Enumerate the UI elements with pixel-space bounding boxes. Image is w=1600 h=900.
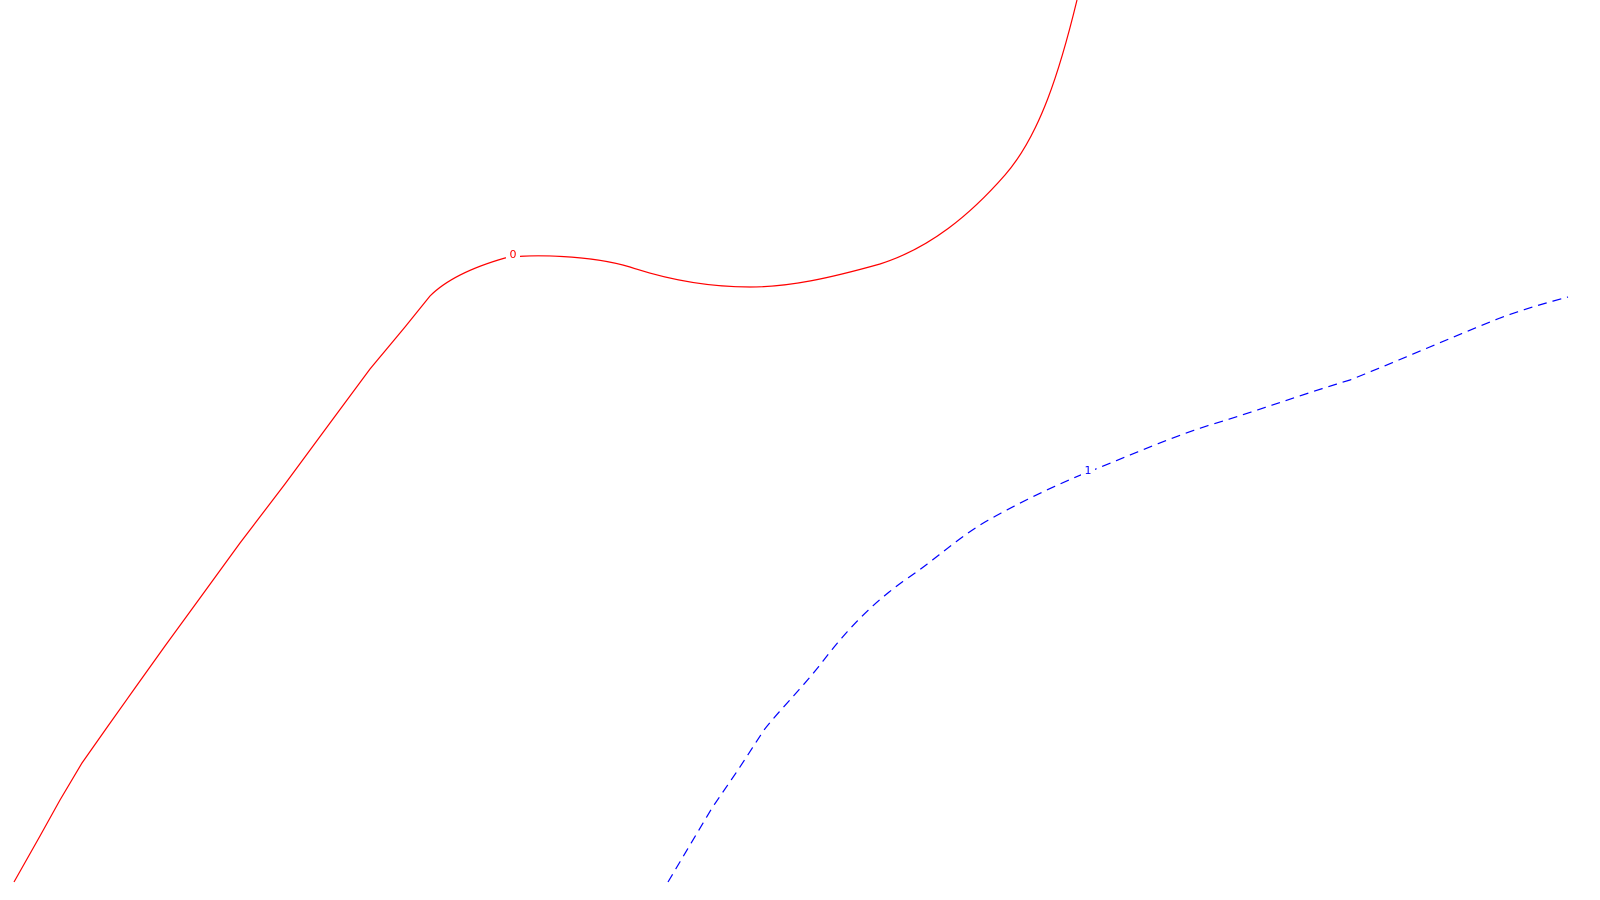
contour-path-0 — [13, 0, 1078, 883]
contour-path-1 — [667, 296, 1569, 883]
contour-label-bg-1 — [1081, 464, 1095, 477]
contour-label-1: 1 — [1085, 464, 1092, 477]
contour-line-1: 1 — [667, 296, 1569, 883]
contour-label-bg-0 — [506, 248, 520, 261]
contour-label-0: 0 — [510, 248, 517, 261]
contour-line-0: 0 — [13, 0, 1078, 883]
